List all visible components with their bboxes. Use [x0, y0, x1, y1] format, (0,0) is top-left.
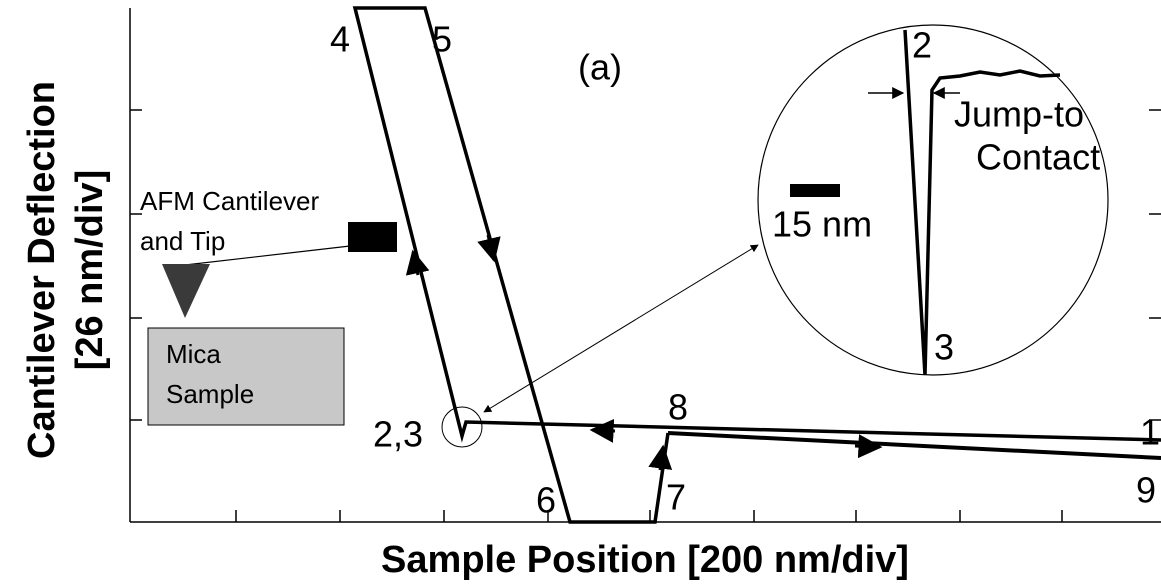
x-axis-label: Sample Position [200 nm/div]: [381, 539, 909, 581]
cantilever-label: and Tip: [140, 226, 225, 256]
y-axis-label: Cantilever Deflection: [21, 81, 63, 459]
sample-label: Sample: [166, 379, 254, 409]
point-label: 2,3: [373, 414, 423, 455]
point-label: 8: [668, 387, 688, 428]
annotation: Contact: [976, 137, 1100, 178]
annotation: Jump-to: [954, 94, 1084, 135]
scale-bar-label: 15 nm: [772, 204, 872, 245]
figure: (a) 1 9 2,3 4 5 6 7 8 2 3 Jump-to Contac…: [0, 0, 1161, 588]
point-label: 5: [432, 19, 452, 60]
point-label: 3: [934, 327, 954, 368]
point-label: 6: [536, 480, 556, 521]
cantilever-label: AFM Cantilever: [140, 186, 319, 216]
figure-label: (a): [578, 47, 622, 88]
point-label: 2: [912, 25, 932, 66]
point-label: 1: [1140, 412, 1160, 453]
point-label: 9: [1136, 470, 1156, 511]
axes: [130, 8, 1161, 522]
force-curve: [355, 8, 1161, 522]
y-axis-label: [26 nm/div]: [69, 170, 111, 371]
sample-label: Mica: [166, 339, 221, 369]
point-label: 4: [330, 19, 350, 60]
point-label: 7: [666, 477, 686, 518]
